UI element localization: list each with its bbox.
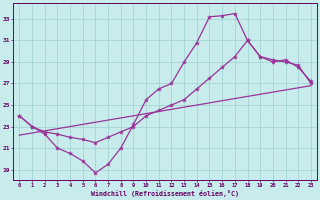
X-axis label: Windchill (Refroidissement éolien,°C): Windchill (Refroidissement éolien,°C) [91, 190, 239, 197]
